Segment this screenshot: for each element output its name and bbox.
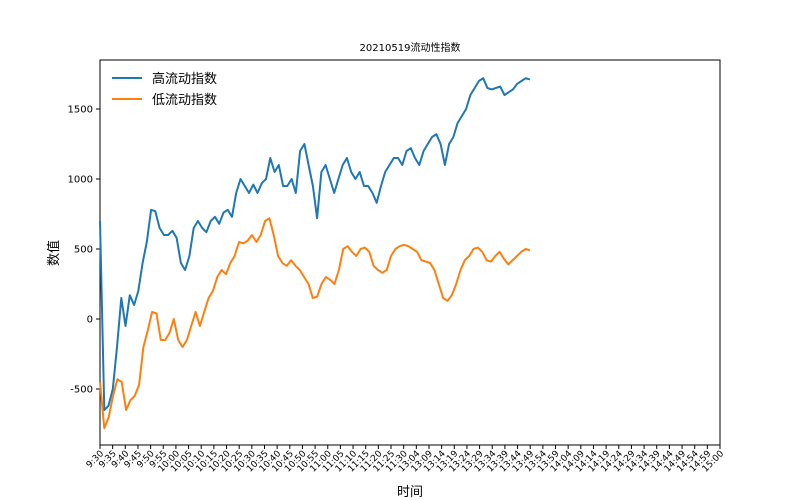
y-tick-label: 1500 [68, 105, 93, 116]
series-line-1 [99, 217, 531, 430]
legend-label-0: 高流动指数 [152, 71, 217, 87]
y-axis-label: 数值 [46, 240, 62, 266]
plot-frame [99, 59, 721, 446]
series-layer [99, 77, 531, 430]
x-axis-label: 时间 [397, 485, 423, 500]
y-tick-label: 1000 [68, 175, 93, 186]
y-tick-label: -500 [70, 385, 93, 396]
chart-title: 20210519流动性指数 [360, 41, 461, 54]
y-axis: -500 0 500 1000 1500 [68, 105, 100, 396]
legend-label-1: 低流动指数 [152, 93, 217, 108]
y-tick-label: 500 [74, 245, 93, 256]
plot-area: -500 0 500 1000 1500 9:309:359:409:459:509:5… [68, 59, 726, 474]
y-tick-label: 0 [87, 315, 93, 326]
series-line-0 [99, 77, 531, 411]
x-axis: 9:309:359:409:459:509:5510:0010:0510:101… [85, 445, 726, 474]
